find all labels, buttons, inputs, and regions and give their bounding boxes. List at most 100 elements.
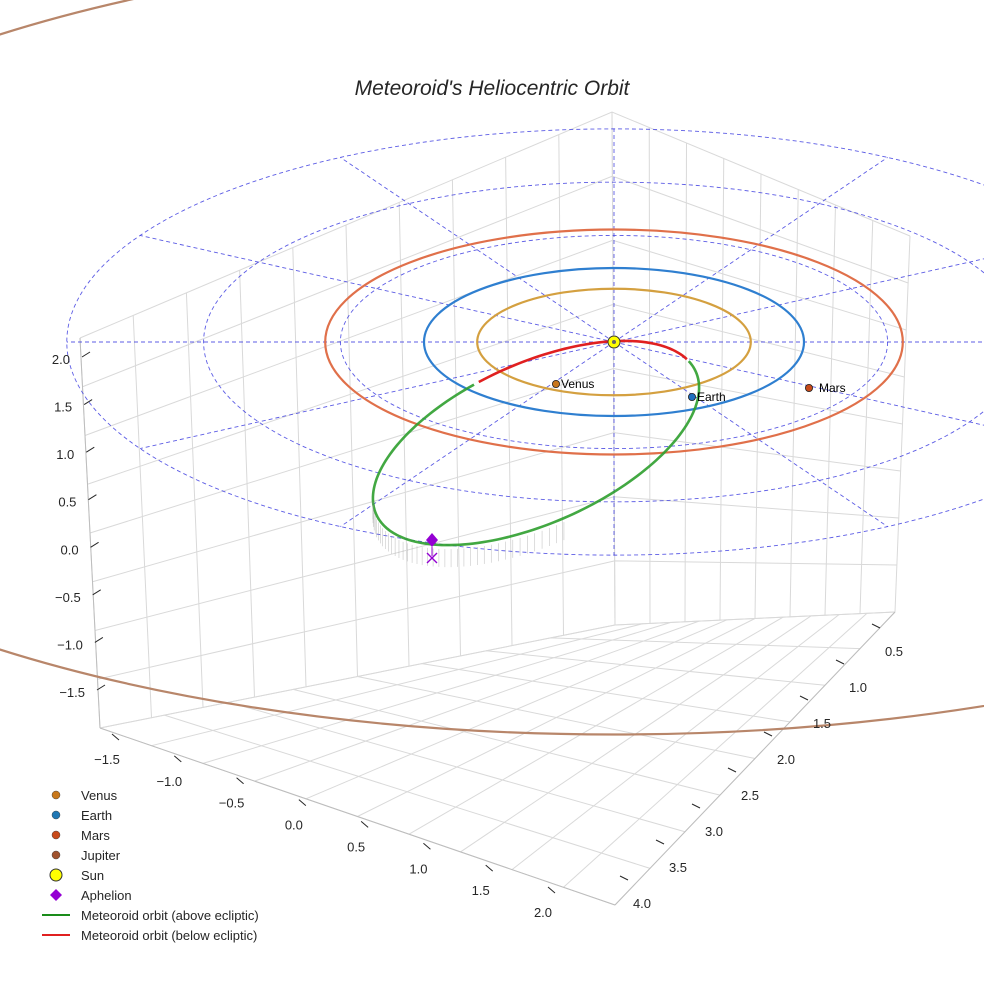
z-tick-label: 1.5: [54, 400, 72, 415]
planet-orbits: [0, 0, 984, 736]
x-tick-label: 0.0: [285, 818, 303, 833]
orbit-earth: [422, 266, 806, 418]
y-tick-label: 1.0: [849, 680, 867, 695]
x-tick-label: 1.0: [409, 861, 427, 876]
grid-spoke: [613, 157, 888, 343]
grid-spoke: [140, 235, 615, 343]
grid-spoke: [613, 341, 984, 426]
reference-polar-grid: [66, 128, 984, 556]
grid-line: [614, 611, 896, 626]
x-tick: [298, 799, 307, 806]
grid-line: [99, 611, 896, 729]
grid-spoke: [613, 341, 888, 527]
x-tick-label: −1.0: [156, 774, 182, 789]
z-tick-label: 1.0: [56, 447, 74, 462]
planet-label-venus: Venus: [561, 377, 594, 391]
grid-line: [97, 560, 897, 680]
axis-ticks: −1.5 −1.0 −0.5 0.0 0.5 1.0 1.5 2.0 0.5 1.0 1.5 2.0 2…: [52, 351, 903, 920]
orbit-mars: [324, 228, 904, 456]
z-tick: [92, 589, 101, 596]
x-tick: [423, 842, 431, 850]
x-tick-label: −1.5: [94, 752, 120, 767]
sun-core: [612, 340, 616, 344]
y-tick: [655, 839, 665, 845]
legend-marker-aphelion: [50, 889, 62, 901]
x-tick-label: 0.5: [347, 839, 365, 854]
legend-label: Jupiter: [81, 848, 121, 863]
x-tick: [547, 886, 556, 894]
z-axis-line: [79, 337, 101, 729]
z-tick: [83, 399, 93, 405]
grid-line: [164, 714, 651, 869]
x-tick: [173, 755, 182, 763]
y-tick: [871, 623, 881, 629]
chart-title: Meteoroid's Heliocentric Orbit: [355, 77, 631, 100]
z-tick: [88, 494, 97, 501]
y-tick-label: 3.0: [705, 824, 723, 839]
z-tick-label: 2.0: [52, 352, 70, 367]
legend-label: Meteoroid orbit (below ecliptic): [81, 928, 257, 943]
grid-line: [486, 650, 826, 686]
grid-line: [293, 688, 721, 796]
y-tick: [763, 731, 773, 737]
x-tick-label: −0.5: [219, 796, 245, 811]
x-tick-label: 2.0: [534, 905, 552, 920]
x-tick: [236, 777, 244, 785]
grid-line: [550, 637, 861, 650]
planet-label-mars: Mars: [819, 381, 846, 395]
legend-label: Sun: [81, 868, 104, 883]
legend-label: Earth: [81, 808, 112, 823]
grid-line: [228, 701, 686, 833]
z-tick: [81, 351, 91, 358]
z-tick-label: 0.0: [60, 542, 78, 557]
y-tick: [619, 875, 629, 881]
aphelion-marker: [426, 533, 438, 547]
legend-marker-venus: [51, 790, 61, 800]
grid-spoke: [613, 258, 984, 343]
grid-line: [421, 663, 791, 723]
grid-spoke: [340, 341, 615, 527]
z-tick: [90, 541, 99, 548]
y-tick: [799, 695, 809, 701]
grid-line: [84, 239, 907, 436]
z-tick: [96, 684, 106, 691]
y-tick-label: 1.5: [813, 716, 831, 731]
grid-line: [79, 111, 911, 339]
y-tick: [691, 803, 701, 809]
y-tick-label: 2.0: [777, 752, 795, 767]
planet-label-earth: Earth: [697, 390, 726, 404]
y-axis-line: [614, 611, 896, 906]
meteoroid-orbit-above: [371, 360, 701, 547]
legend-label: Meteoroid orbit (above ecliptic): [81, 908, 259, 923]
aphelion-projection-icon: [426, 552, 438, 564]
z-tick-label: −1.0: [57, 637, 83, 652]
z-tick: [86, 446, 95, 453]
grid-spoke: [140, 341, 615, 449]
axes-panes: [79, 111, 911, 906]
legend-label: Mars: [81, 828, 110, 843]
grid-line: [357, 676, 756, 759]
legend-marker-mars: [51, 830, 61, 840]
y-tick-label: 3.5: [669, 860, 687, 875]
grid-line: [87, 303, 905, 485]
grid-line: [92, 432, 901, 583]
x-tick: [111, 733, 120, 741]
y-tick-label: 2.5: [741, 788, 759, 803]
meteoroid-orbit: [371, 339, 701, 568]
x-tick-label: 1.5: [472, 883, 490, 898]
planet-venus: [552, 379, 561, 388]
z-tick-label: 0.5: [58, 495, 76, 510]
grid-line: [82, 175, 909, 388]
x-tick: [485, 864, 494, 872]
orbit-jupiter: [0, 0, 984, 736]
z-tick-label: −0.5: [55, 590, 81, 605]
z-tick: [94, 637, 104, 643]
meteoroid-orbit-below: [478, 339, 688, 384]
y-tick: [727, 767, 737, 773]
x-tick: [360, 821, 369, 828]
planet-earth: [688, 392, 697, 401]
legend-marker-jupiter: [51, 850, 61, 860]
x-axis-line: [99, 727, 616, 906]
legend: Venus Earth Mars Jupiter Sun Aphelion Meteoroi…: [42, 788, 259, 943]
